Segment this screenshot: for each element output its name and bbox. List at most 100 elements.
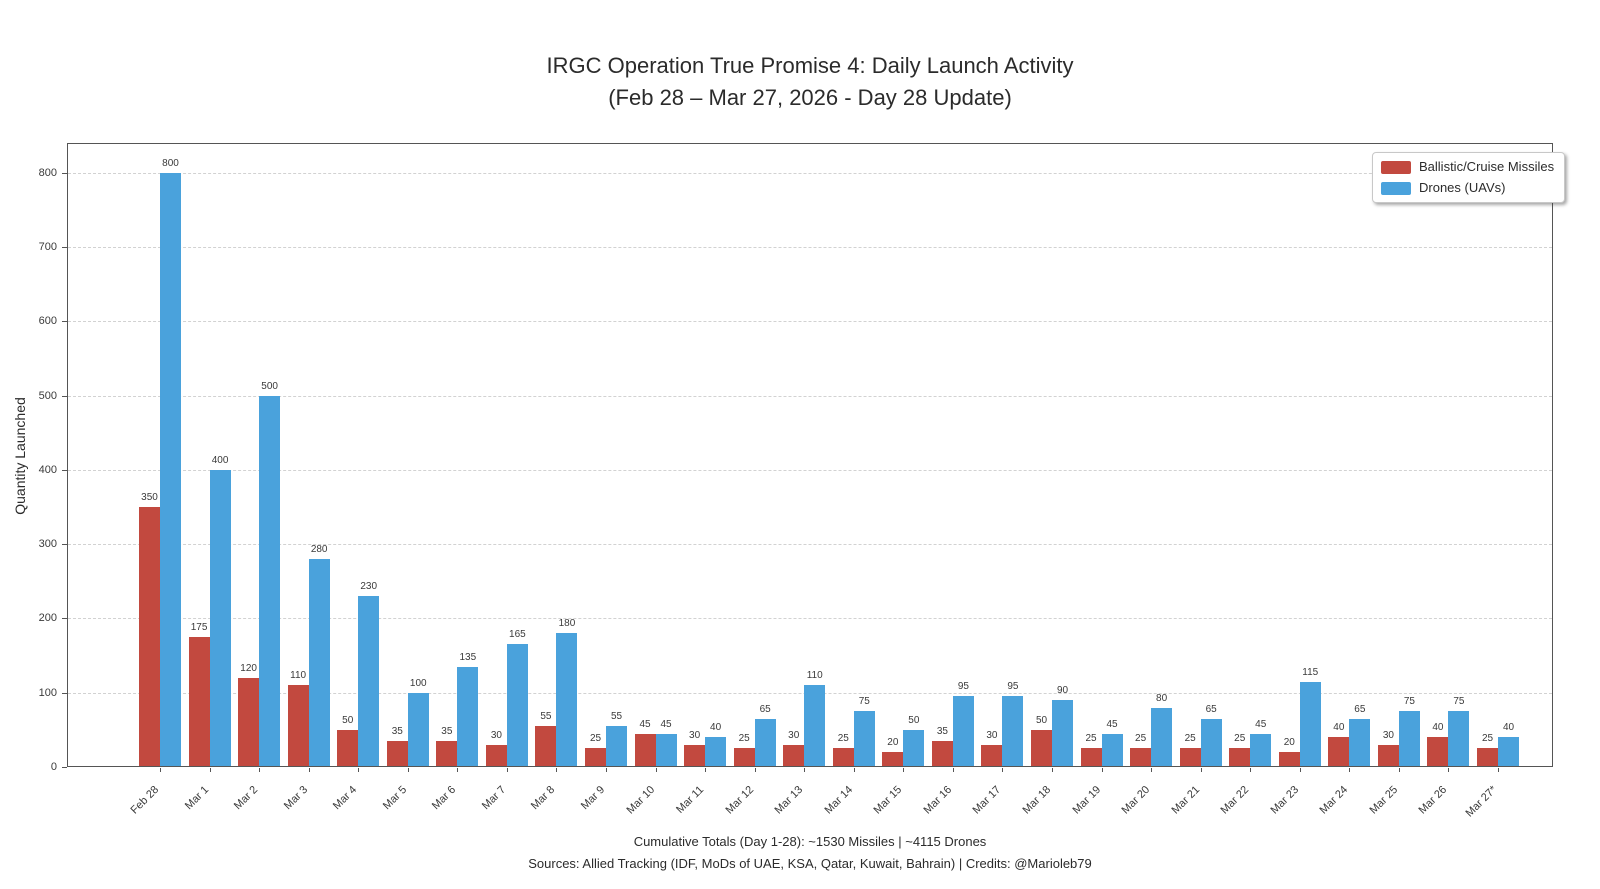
gridline-y700 — [68, 247, 1552, 248]
bar-value-label: 25 — [1085, 733, 1097, 745]
x-tick-mark — [1448, 768, 1450, 772]
missiles-bar-mar-11 — [684, 744, 706, 766]
footer-sources: Sources: Allied Tracking (IDF, MoDs of U… — [528, 856, 1092, 871]
drones-bar-mar-16 — [952, 696, 974, 766]
bar-value-label: 80 — [1156, 692, 1168, 704]
drones-bar-mar-4 — [358, 596, 380, 766]
missiles-bar-mar-13 — [783, 744, 805, 766]
y-tick-label: 500 — [38, 389, 57, 402]
bar-value-label: 800 — [162, 157, 179, 169]
bar-value-label: 25 — [589, 733, 602, 745]
drones-bar-mar-18 — [1052, 700, 1073, 766]
bar-value-label: 30 — [490, 729, 502, 741]
missiles-bar-mar-4 — [337, 729, 359, 766]
bar-value-label: 25 — [1481, 733, 1494, 745]
missiles-bar-mar-26 — [1427, 737, 1449, 766]
drones-bar-mar-20 — [1151, 707, 1173, 766]
drones-bar-feb-28 — [160, 172, 181, 766]
chart-title-line1: IRGC Operation True Promise 4: Daily Lau… — [546, 53, 1074, 78]
missiles-bar-mar-16 — [931, 741, 953, 766]
missiles-bar-mar-22 — [1229, 748, 1251, 766]
bar-value-label: 55 — [540, 711, 552, 723]
missiles-swatch — [1381, 160, 1411, 174]
gridline-y400 — [68, 469, 1552, 471]
bar-value-label: 45 — [660, 718, 672, 730]
bar-value-label: 50 — [342, 714, 354, 726]
bar-value-label: 35 — [391, 726, 403, 737]
missiles-bar-mar-18 — [1031, 729, 1052, 766]
bar-value-label: 90 — [1056, 685, 1069, 697]
bar-value-label: 95 — [1007, 681, 1019, 693]
bar-value-label: 115 — [1302, 666, 1319, 678]
missiles-bar-mar-21 — [1179, 748, 1201, 766]
x-tick-mark — [556, 768, 558, 772]
x-tick-mark — [160, 768, 161, 772]
bar-value-label: 75 — [1453, 696, 1465, 708]
bar-value-label: 20 — [1283, 737, 1295, 749]
y-tick-label: 400 — [38, 463, 57, 476]
bar-value-label: 100 — [409, 677, 427, 689]
missiles-bar-mar-3 — [287, 685, 309, 766]
x-tick-mark — [853, 768, 855, 772]
gridline-y300 — [68, 544, 1552, 546]
x-tick-mark — [1299, 768, 1301, 772]
bar-value-label: 40 — [1502, 722, 1515, 734]
drones-bar-mar-6 — [457, 666, 479, 766]
x-tick-mark — [705, 768, 707, 772]
x-tick-mark — [308, 768, 310, 772]
chart-footer: Cumulative Totals (Day 1-28): ~1530 Miss… — [67, 831, 1553, 875]
drones-bar-mar-22 — [1250, 733, 1272, 766]
drones-bar-mar-23 — [1299, 681, 1321, 766]
x-tick-mark — [1498, 768, 1499, 772]
drones-bar-mar-7 — [506, 644, 528, 766]
x-tick-mark — [1200, 768, 1202, 772]
drones-bar-mar-14 — [853, 711, 875, 766]
missiles-bar-mar-14 — [832, 748, 854, 766]
bar-value-label: 500 — [261, 380, 278, 392]
bar-value-label: 75 — [1403, 696, 1415, 708]
bar-value-label: 110 — [290, 670, 307, 682]
y-tick-mark — [62, 321, 67, 323]
x-tick-mark — [804, 768, 806, 772]
drones-bar-mar-19 — [1101, 733, 1123, 766]
y-tick-mark — [62, 172, 67, 174]
legend: Ballistic/Cruise Missiles Drones (UAVs) — [1372, 152, 1566, 203]
bar-value-label: 40 — [710, 722, 722, 734]
x-tick-mark — [358, 768, 360, 772]
missiles-bar-mar-20 — [1130, 748, 1152, 766]
bar-value-label: 230 — [360, 581, 378, 593]
bar-value-label: 50 — [908, 714, 920, 726]
missiles-bar-mar-27- — [1477, 748, 1498, 766]
drones-bar-mar-17 — [1002, 696, 1024, 766]
y-tick-mark — [62, 767, 67, 768]
bar-value-label: 30 — [689, 729, 701, 741]
missiles-bar-mar-25 — [1377, 744, 1399, 766]
drones-swatch — [1381, 181, 1411, 195]
missiles-bar-mar-15 — [882, 752, 904, 766]
drones-bar-mar-13 — [804, 685, 826, 766]
missiles-bar-mar-12 — [733, 748, 755, 766]
bar-value-label: 35 — [441, 726, 453, 737]
drones-bar-mar-1 — [209, 469, 231, 766]
bar-value-label: 65 — [759, 703, 771, 715]
bar-value-label: 20 — [887, 737, 899, 749]
bar-value-label: 400 — [211, 454, 229, 466]
drones-bar-mar-8 — [556, 633, 578, 766]
bar-value-label: 45 — [1106, 718, 1118, 730]
gridline-y800 — [68, 172, 1552, 174]
drones-bar-mar-3 — [308, 559, 330, 766]
legend-label-missiles: Ballistic/Cruise Missiles — [1419, 159, 1555, 174]
drones-bar-mar-26 — [1448, 711, 1470, 766]
drones-bar-mar-25 — [1398, 711, 1420, 766]
gridline-y600 — [68, 321, 1552, 323]
missiles-bar-mar-9 — [585, 748, 606, 766]
missiles-bar-feb-28 — [139, 507, 160, 766]
x-tick-mark — [209, 768, 211, 772]
gridline-y500 — [68, 395, 1552, 397]
chart-title: IRGC Operation True Promise 4: Daily Lau… — [67, 50, 1553, 114]
y-tick-label: 300 — [38, 538, 57, 551]
drones-bar-mar-21 — [1200, 718, 1222, 766]
drones-bar-mar-5 — [407, 692, 429, 766]
x-tick-mark — [1052, 768, 1053, 772]
x-tick-mark — [1151, 768, 1153, 772]
